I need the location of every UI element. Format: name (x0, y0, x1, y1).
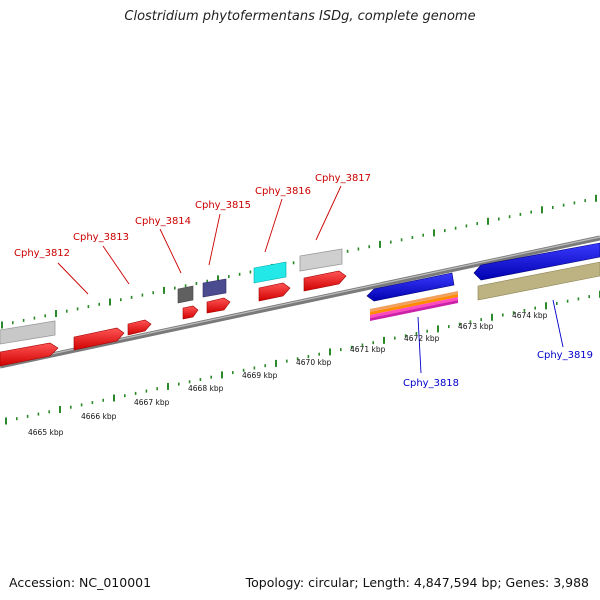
leader-cphy-3813 (102, 245, 130, 285)
genome-stats-text: Topology: circular; Length: 4,847,594 bp… (245, 575, 589, 590)
reverse-features (366, 242, 600, 321)
leader-cphy-3819 (552, 299, 564, 348)
kbp-label-4672: 4672 kbp (404, 334, 440, 343)
kbp-label-4665: 4665 kbp (28, 428, 64, 437)
leader-cphy-3814 (159, 228, 182, 274)
label-cphy-3819[interactable]: Cphy_3819 (537, 350, 593, 361)
leader-cphy-3816 (264, 198, 283, 253)
feature-khaki[interactable] (477, 261, 600, 301)
gene-red-1[interactable] (0, 342, 59, 367)
feature-stripe-pink (370, 297, 458, 318)
red-forward-genes (0, 270, 347, 367)
label-cphy-3818[interactable]: Cphy_3818 (403, 378, 459, 389)
feature-stripe-magenta (370, 300, 458, 321)
label-cphy-3812[interactable]: Cphy_3812 (14, 248, 70, 259)
upper-tick-row (1, 194, 597, 329)
reverse-leader-lines (417, 299, 564, 374)
grey-feature-track (0, 248, 343, 345)
feature-stripe-darkorange (370, 294, 458, 315)
leader-cphy-3818 (417, 316, 422, 374)
feature-grey-1[interactable] (0, 320, 56, 345)
leader-cphy-3815 (208, 213, 221, 266)
gene-red-3[interactable] (127, 319, 152, 336)
label-cphy-3816[interactable]: Cphy_3816 (255, 186, 311, 197)
feature-darkgrey[interactable] (177, 285, 194, 304)
label-cphy-3813[interactable]: Cphy_3813 (73, 232, 129, 243)
forward-leader-lines (57, 185, 342, 295)
label-cphy-3815[interactable]: Cphy_3815 (195, 200, 251, 211)
feature-grey-2[interactable] (299, 248, 343, 272)
gene-red-5[interactable] (206, 297, 231, 314)
map-title: Clostridium phytofermentans ISDg, comple… (124, 9, 476, 24)
lower-tick-row (5, 290, 600, 425)
label-cphy-3814[interactable]: Cphy_3814 (135, 216, 191, 227)
kbp-scale-labels: 4665 kbp 4666 kbp 4667 kbp 4668 kbp 4669… (28, 311, 548, 437)
kbp-label-4668: 4668 kbp (188, 384, 224, 393)
feature-cyan[interactable] (253, 261, 287, 284)
accession-text: Accession: NC_010001 (9, 575, 152, 590)
label-cphy-3817[interactable]: Cphy_3817 (315, 173, 371, 184)
kbp-label-4667: 4667 kbp (134, 398, 170, 407)
gene-red-7[interactable] (303, 270, 347, 292)
feature-slate[interactable] (202, 278, 227, 298)
gene-blue-1[interactable] (366, 272, 455, 302)
kbp-label-4666: 4666 kbp (81, 412, 117, 421)
feature-multicolor[interactable] (370, 291, 458, 321)
gene-red-2[interactable] (73, 327, 125, 351)
kbp-label-4674: 4674 kbp (512, 311, 548, 320)
feature-stripe-orange (370, 291, 458, 312)
leader-cphy-3812 (57, 262, 89, 295)
gene-blue-2[interactable] (473, 242, 600, 281)
kbp-label-4670: 4670 kbp (296, 358, 332, 367)
leader-cphy-3817 (315, 185, 342, 241)
kbp-label-4669: 4669 kbp (242, 371, 278, 380)
kbp-label-4673: 4673 kbp (458, 322, 494, 331)
gene-red-6[interactable] (258, 282, 291, 302)
gene-red-4[interactable] (182, 305, 199, 320)
kbp-label-4671: 4671 kbp (350, 345, 386, 354)
